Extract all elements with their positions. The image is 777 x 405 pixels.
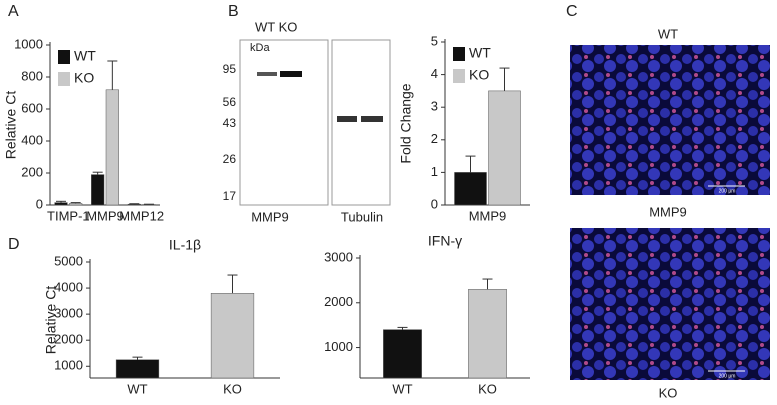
x-tick-label: MMP9: [469, 208, 507, 223]
marker-label: 95: [223, 62, 237, 76]
y-tick-label: 200: [21, 164, 43, 179]
band: [280, 71, 302, 77]
image-label: MMP9: [649, 204, 687, 219]
x-tick-label: KO: [223, 381, 242, 396]
western-blot: WT KO kDa MMP9 Tubulin: [239, 19, 391, 224]
unit-label: kDa: [250, 42, 270, 54]
y-axis-label: Fold Change: [398, 83, 414, 163]
legend-swatch: [58, 50, 70, 64]
band: [337, 116, 357, 122]
legend-label: WT: [469, 45, 491, 61]
y-tick-label: 2000: [324, 294, 353, 309]
legend-label: WT: [74, 48, 96, 64]
y-tick-label: 1000: [54, 358, 83, 373]
bar: [127, 203, 141, 206]
bar: [105, 89, 119, 206]
y-tick-label: 800: [21, 68, 43, 83]
lane-labels: WT KO: [255, 19, 297, 34]
panel-label: C: [566, 3, 578, 20]
y-tick-label: 1000: [14, 36, 43, 51]
bar: [468, 289, 507, 379]
y-tick-label: 0: [431, 196, 438, 211]
y-axis-label: Relative Ct: [3, 91, 19, 160]
panel-label: A: [8, 3, 19, 20]
micrograph: [570, 228, 770, 380]
marker-label: 26: [223, 152, 237, 166]
blot-frame: [239, 39, 329, 206]
scale-bar-label: 200 µm: [719, 188, 736, 194]
marker-label: 43: [223, 116, 237, 130]
bar: [454, 172, 487, 206]
scale-bar-label: 200 µm: [719, 373, 736, 379]
legend-swatch: [58, 72, 70, 86]
micrograph: [570, 45, 770, 195]
y-tick-label: 3000: [324, 249, 353, 264]
x-tick-label: TIMP-1: [47, 208, 90, 223]
y-tick-label: 5: [431, 33, 438, 48]
panel-label: D: [8, 236, 20, 253]
blot-frame: [331, 39, 391, 206]
bar: [383, 329, 422, 379]
bar: [210, 293, 255, 379]
bar: [115, 359, 160, 379]
image-label: WT: [658, 26, 678, 41]
blot-label: Tubulin: [341, 209, 383, 224]
band: [361, 116, 383, 122]
y-tick-label: 1: [431, 164, 438, 179]
bar: [54, 202, 68, 206]
legend-swatch: [453, 69, 465, 83]
x-tick-label: KO: [478, 381, 497, 396]
bar: [69, 203, 83, 206]
x-tick-label: MMP12: [119, 208, 164, 223]
chart-title: IFN-γ: [428, 233, 462, 249]
marker-label: 56: [223, 95, 237, 109]
y-tick-label: 3000: [54, 306, 83, 321]
band: [257, 72, 277, 76]
y-tick-label: 4000: [54, 280, 83, 295]
blot-label: MMP9: [251, 209, 289, 224]
y-tick-label: 400: [21, 132, 43, 147]
y-tick-label: 1000: [324, 339, 353, 354]
y-tick-label: 4: [431, 66, 438, 81]
y-tick-label: 5000: [54, 253, 83, 268]
x-tick-label: WT: [127, 381, 147, 396]
panel-label: B: [228, 3, 239, 20]
legend-label: KO: [74, 70, 94, 86]
bar: [488, 90, 521, 206]
legend-swatch: [453, 47, 465, 61]
x-tick-label: WT: [392, 381, 412, 396]
bar: [91, 174, 105, 206]
marker-label: 17: [223, 189, 237, 203]
y-tick-label: 2000: [54, 332, 83, 347]
legend-label: KO: [469, 67, 489, 83]
y-tick-label: 600: [21, 100, 43, 115]
y-tick-label: 3: [431, 99, 438, 114]
y-axis-label: Relative Ct: [43, 286, 59, 355]
image-label: KO: [659, 385, 678, 400]
y-tick-label: 0: [36, 196, 43, 211]
y-tick-label: 2: [431, 131, 438, 146]
x-tick-label: MMP9: [86, 208, 124, 223]
chart-title: IL-1β: [169, 237, 201, 253]
